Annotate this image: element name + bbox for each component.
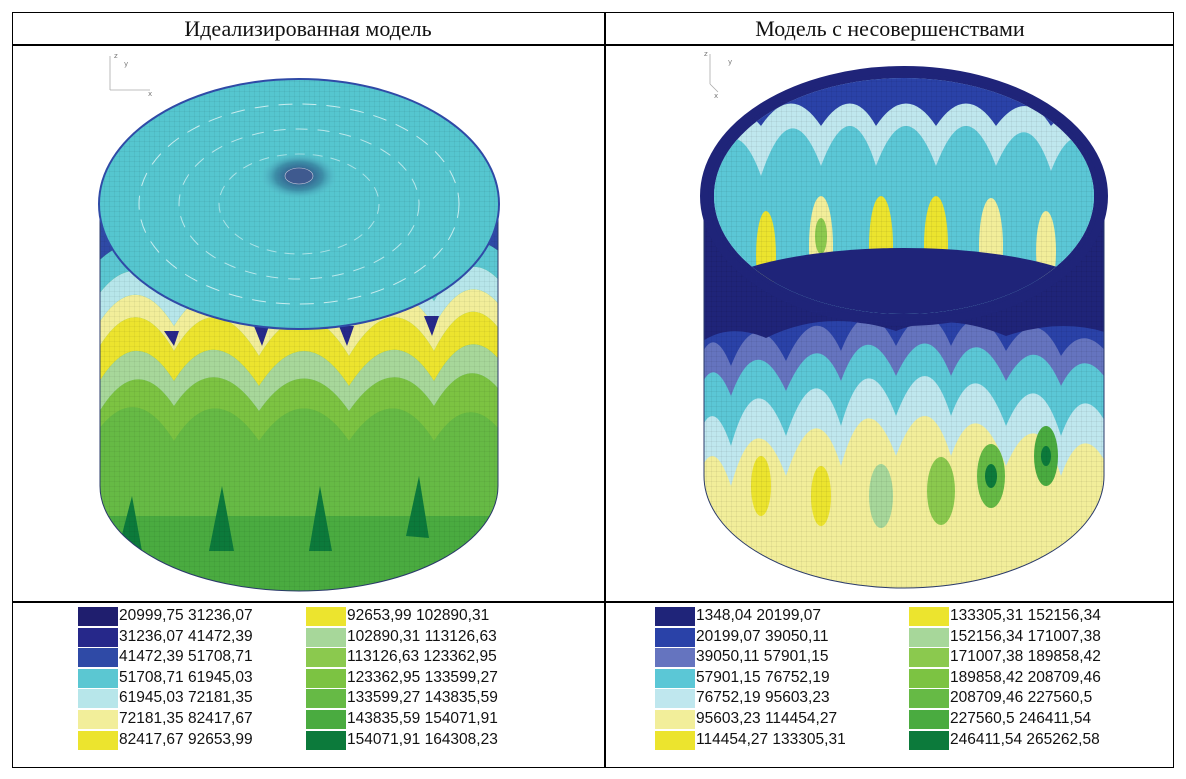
- legend-item: 41472,39 51708,71: [78, 647, 253, 668]
- legend-item: 82417,67 92653,99: [78, 730, 253, 751]
- legend-item: 76752,19 95603,23: [655, 688, 846, 709]
- svg-text:y: y: [124, 60, 128, 68]
- legend-item: 189858,42 208709,46: [909, 668, 1101, 689]
- header-divider: [12, 44, 1174, 46]
- legend-swatch: [655, 689, 695, 709]
- legend-swatch: [655, 627, 695, 647]
- legend-item: 114454,27 133305,31: [655, 730, 846, 751]
- legend-item: 39050,11 57901,15: [655, 647, 846, 668]
- legend-swatch: [306, 648, 346, 668]
- legend-item: 152156,34 171007,38: [909, 627, 1101, 648]
- legend-swatch: [655, 709, 695, 729]
- legend-item: 102890,31 113126,63: [306, 627, 498, 648]
- legend-swatch: [78, 709, 118, 729]
- svg-text:z: z: [114, 52, 118, 60]
- svg-text:x: x: [714, 92, 718, 100]
- svg-text:z: z: [704, 50, 708, 58]
- legend-item: 154071,91 164308,23: [306, 730, 498, 751]
- legend-item: 72181,35 82417,67: [78, 709, 253, 730]
- legend-swatch: [909, 668, 949, 688]
- legend-item: 1348,04 20199,07: [655, 606, 846, 627]
- legend-item: 57901,15 76752,19: [655, 668, 846, 689]
- tank-rim: [700, 66, 1108, 326]
- imperfect-tank-render: z y x: [700, 50, 1108, 589]
- legend-swatch: [306, 730, 346, 750]
- legend-item: 246411,54 265262,58: [909, 730, 1101, 751]
- svg-text:x: x: [148, 90, 152, 98]
- legend-column-2: 133305,31 152156,34 152156,34 171007,38 …: [909, 606, 1101, 750]
- legend-column-2: 92653,99 102890,31 102890,31 113126,63 1…: [306, 606, 498, 750]
- legend-swatch: [78, 648, 118, 668]
- axis-triad-icon: z y x: [704, 50, 732, 100]
- legend-swatch: [306, 607, 346, 626]
- legend-item: 133305,31 152156,34: [909, 606, 1101, 627]
- table-frame: [12, 12, 1174, 768]
- legend-swatch: [78, 627, 118, 647]
- legend-swatch: [306, 627, 346, 647]
- legend-swatch: [78, 730, 118, 750]
- svg-text:y: y: [728, 58, 732, 66]
- legend-item: 20199,07 39050,11: [655, 627, 846, 648]
- legend-item: 227560,5 246411,54: [909, 709, 1101, 730]
- legend-column-1: 20999,75 31236,07 31236,07 41472,39 4147…: [78, 606, 253, 750]
- legend-swatch: [909, 709, 949, 729]
- legend-column-1: 1348,04 20199,07 20199,07 39050,11 39050…: [655, 606, 846, 750]
- legend-item: 95603,23 114454,27: [655, 709, 846, 730]
- legend-swatch: [655, 648, 695, 668]
- legend-swatch: [78, 668, 118, 688]
- legend-item: 143835,59 154071,91: [306, 709, 498, 730]
- legend-swatch: [655, 668, 695, 688]
- legend-item: 171007,38 189858,42: [909, 647, 1101, 668]
- header-imperfect-model: Модель с несовершенствами: [755, 16, 1025, 41]
- legend-swatch: [306, 689, 346, 709]
- imperfect-model-image: z y x: [606, 46, 1172, 601]
- legend-swatch: [909, 648, 949, 668]
- legend-swatch: [306, 668, 346, 688]
- legend-swatch: [306, 709, 346, 729]
- ideal-tank-render: z y x: [98, 52, 500, 592]
- ideal-model-image: z y x: [14, 46, 604, 601]
- legend-item: 123362,95 133599,27: [306, 668, 498, 689]
- legend-item: 61945,03 72181,35: [78, 688, 253, 709]
- legend-swatch: [909, 627, 949, 647]
- legend-swatch: [655, 607, 695, 626]
- legend-swatch: [909, 689, 949, 709]
- legend-item: 92653,99 102890,31: [306, 606, 498, 627]
- legend-item: 133599,27 143835,59: [306, 688, 498, 709]
- tank-roof: [98, 78, 500, 330]
- legend-swatch: [78, 607, 118, 626]
- legend-item: 20999,75 31236,07: [78, 606, 253, 627]
- axis-triad-icon: z y x: [109, 52, 152, 98]
- header-ideal-model: Идеализированная модель: [184, 16, 432, 41]
- legend-swatch: [909, 607, 949, 626]
- legend-item: 31236,07 41472,39: [78, 627, 253, 648]
- legend-item: 208709,46 227560,5: [909, 688, 1101, 709]
- legend-swatch: [655, 730, 695, 750]
- legend-swatch: [78, 689, 118, 709]
- legend-swatch: [909, 730, 949, 750]
- legend-divider: [12, 601, 1174, 603]
- legend-item: 51708,71 61945,03: [78, 668, 253, 689]
- legend-item: 113126,63 123362,95: [306, 647, 498, 668]
- column-divider: [604, 12, 606, 768]
